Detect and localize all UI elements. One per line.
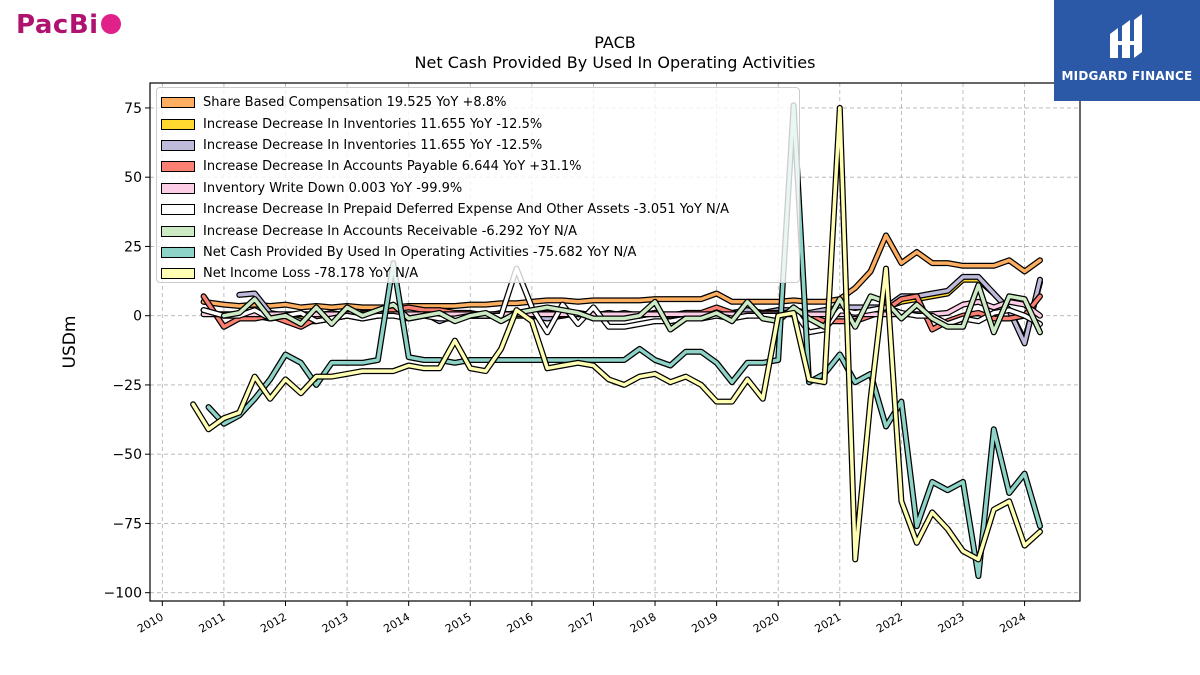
series-line [206,103,1042,578]
series-lines [190,102,1043,580]
series-7 [205,102,1043,580]
legend-item: Increase Decrease In Inventories 11.655 … [157,113,799,134]
midgard-mark-icon [1110,14,1142,58]
plot-frame [149,82,1081,602]
x-axis-ticks: 2010 2011 2012 2013 2014 2015 2016 2017 2018 2019… [135,601,1028,636]
legend-item: Inventory Write Down 0.003 YoY -99.9% [157,178,799,199]
y-tick-label: 50 [124,170,142,186]
x-tick-label: 2023 [936,610,967,635]
x-tick-label: 2010 [135,610,166,635]
legend-label: Increase Decrease In Inventories 11.655 … [203,116,543,132]
x-tick-label: 2015 [443,610,474,635]
legend-label: Inventory Write Down 0.003 YoY -99.9% [203,180,463,196]
series-line [191,106,1042,562]
y-axis-ticks: 75 50 25 0 −25 −50 −75 −100 [104,101,150,602]
x-tick-label: 2024 [997,610,1028,635]
legend-label: Net Income Loss -78.178 YoY N/A [203,266,419,282]
legend-item: Net Cash Provided By Used In Operating A… [157,242,799,263]
legend-item: Increase Decrease In Prepaid Deferred Ex… [157,199,799,220]
x-tick-label: 2013 [320,610,351,635]
x-tick-label: 2016 [505,610,536,635]
series-6 [220,282,1043,336]
series-line [222,283,1042,335]
legend-swatch [161,97,195,109]
y-tick-label: 75 [124,101,142,117]
series-line [201,266,1042,335]
legend-label: Increase Decrease In Inventories 11.655 … [203,137,543,153]
x-tick-label: 2019 [689,610,720,635]
midgard-finance-logo: MIDGARD FINANCE [1054,0,1200,101]
legend-swatch [161,139,195,151]
legend: Share Based Compensation 19.525 YoY +8.8… [156,87,800,283]
x-tick-label: 2018 [628,610,659,635]
legend-item: Increase Decrease In Accounts Receivable… [157,220,799,241]
x-tick-label: 2017 [566,610,597,635]
midgard-finance-name: MIDGARD FINANCE [1061,69,1193,83]
pacbio-logo: PacBi [16,10,121,40]
legend-item: Increase Decrease In Accounts Payable 6.… [157,156,799,177]
x-tick-label: 2011 [197,610,228,635]
y-tick-label: −25 [112,378,142,394]
chart-title: PACB [594,33,635,52]
y-axis-label: USDm [60,316,80,369]
x-tick-label: 2022 [874,610,905,635]
y-tick-label: −75 [112,516,142,532]
legend-swatch [161,268,195,280]
legend-item: Net Income Loss -78.178 YoY N/A [157,263,799,284]
y-tick-label: −50 [112,447,142,463]
y-tick-label: −100 [104,586,142,602]
x-tick-label: 2012 [258,610,289,635]
legend-label: Increase Decrease In Accounts Receivable… [203,223,577,239]
legend-label: Increase Decrease In Prepaid Deferred Ex… [203,202,730,218]
x-tick-label: 2020 [751,610,782,635]
legend-item: Increase Decrease In Inventories 11.655 … [157,135,799,156]
legend-swatch [161,204,195,216]
legend-swatch [161,161,195,173]
legend-swatch [161,246,195,258]
series-8 [190,104,1043,563]
legend-item: Share Based Compensation 19.525 YoY +8.8… [157,92,799,113]
legend-label: Net Cash Provided By Used In Operating A… [203,244,637,260]
legend-swatch [161,225,195,237]
y-tick-label: 25 [124,239,142,255]
legend-swatch [161,182,195,194]
series-5 [200,265,1043,336]
legend-label: Share Based Compensation 19.525 YoY +8.8… [203,95,507,111]
y-tick-label: 0 [133,309,142,325]
x-tick-label: 2021 [813,610,844,635]
x-tick-label: 2014 [381,610,412,635]
legend-swatch [161,118,195,130]
chart-subtitle: Net Cash Provided By Used In Operating A… [415,53,816,72]
legend-label: Increase Decrease In Accounts Payable 6.… [203,159,582,175]
